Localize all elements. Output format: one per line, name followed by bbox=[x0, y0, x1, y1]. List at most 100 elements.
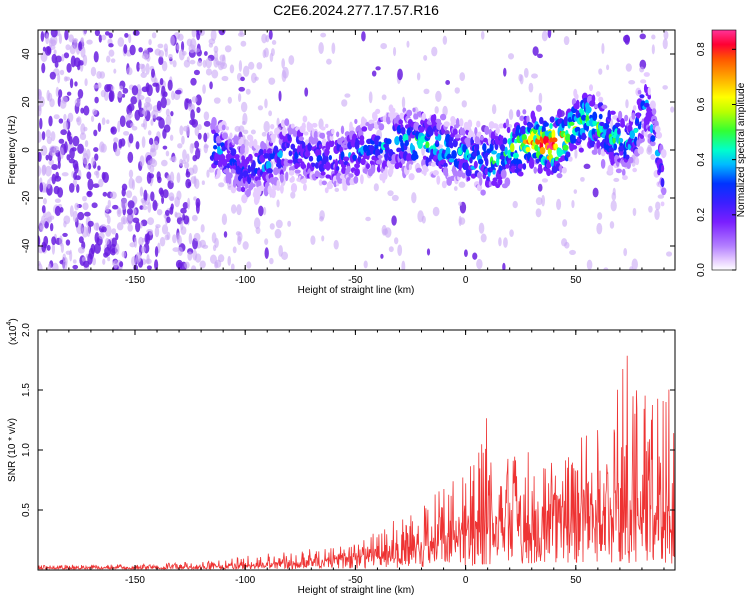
heatmap-cell bbox=[117, 91, 123, 98]
heatmap-cell bbox=[126, 208, 133, 216]
heatmap-cell bbox=[413, 121, 420, 131]
heatmap-cell bbox=[97, 165, 101, 171]
heatmap-cell bbox=[448, 158, 455, 163]
heatmap-cell bbox=[262, 206, 267, 216]
heatmap-cell bbox=[388, 246, 394, 253]
heatmap-cell bbox=[428, 128, 434, 136]
heatmap-cell bbox=[591, 94, 596, 104]
heatmap-cell bbox=[646, 146, 653, 155]
heatmap-cell bbox=[128, 133, 134, 144]
heatmap-cell bbox=[311, 122, 318, 128]
heatmap-cell bbox=[290, 143, 296, 150]
heatmap-cell bbox=[221, 213, 228, 226]
heatmap-cell bbox=[329, 134, 334, 142]
heatmap-cell bbox=[551, 129, 556, 140]
heatmap-cell bbox=[506, 126, 511, 134]
heatmap-cell bbox=[151, 109, 158, 119]
heatmap-cell bbox=[619, 137, 624, 143]
heatmap-cell bbox=[265, 161, 272, 170]
snr-exponent-sup: 4 bbox=[6, 322, 13, 326]
heatmap-cell bbox=[625, 154, 630, 160]
heatmap-cell bbox=[62, 260, 68, 270]
heatmap-cell bbox=[263, 120, 270, 133]
heatmap-cell bbox=[62, 232, 68, 237]
heatmap-cell bbox=[146, 265, 152, 270]
heatmap-cell bbox=[661, 188, 667, 196]
colorbar-ticks: 0.0 0.2 0.4 0.6 0.8 bbox=[696, 42, 736, 277]
heatmap-cell bbox=[443, 162, 448, 168]
heatmap-cell bbox=[479, 135, 485, 141]
heatmap-cell bbox=[624, 114, 629, 122]
heatmap-cell bbox=[133, 236, 138, 248]
heatmap-cell bbox=[138, 63, 145, 70]
heatmap-cell bbox=[154, 226, 160, 238]
heatmap-cell bbox=[53, 114, 60, 120]
heatmap-cell bbox=[480, 233, 487, 243]
heatmap-cell bbox=[269, 223, 275, 230]
heatmap-cell bbox=[607, 109, 612, 120]
heatmap-cell bbox=[106, 55, 111, 63]
heatmap-cell bbox=[161, 60, 168, 72]
heatmap-cell bbox=[279, 183, 284, 194]
heatmap-cell bbox=[203, 120, 211, 127]
heatmap-cell bbox=[341, 167, 347, 174]
heatmap-cell bbox=[82, 195, 87, 202]
heatmap-cell bbox=[343, 178, 347, 185]
heatmap-cell bbox=[97, 122, 102, 132]
heatmap-cell bbox=[165, 114, 172, 127]
heatmap-cell bbox=[458, 201, 463, 206]
heatmap-cell bbox=[194, 126, 200, 137]
heatmap-cell bbox=[622, 175, 628, 181]
heatmap-cell bbox=[408, 173, 415, 181]
heatmap-cell bbox=[48, 37, 53, 48]
heatmap-cell bbox=[82, 202, 89, 211]
heatmap-cell bbox=[314, 162, 320, 169]
heatmap-cell bbox=[205, 57, 212, 69]
heatmap-cell bbox=[461, 100, 467, 108]
heatmap-cell bbox=[453, 186, 458, 191]
heatmap-cell bbox=[596, 222, 603, 235]
heatmap-cell bbox=[111, 237, 117, 248]
heatmap-cell bbox=[467, 130, 475, 139]
heatmap-cell bbox=[148, 137, 154, 145]
heatmap-cell bbox=[583, 163, 591, 169]
heatmap-cell bbox=[58, 33, 62, 44]
heatmap-cell bbox=[442, 105, 448, 117]
heatmap-cell bbox=[522, 163, 527, 170]
heatmap-cell bbox=[80, 37, 84, 43]
heatmap-cell bbox=[65, 76, 71, 81]
heatmap-cell bbox=[103, 89, 109, 101]
heatmap-cell bbox=[285, 171, 289, 182]
heatmap-cell bbox=[600, 158, 606, 169]
heatmap-cell bbox=[179, 158, 184, 167]
heatmap-cell bbox=[171, 155, 177, 163]
heatmap-cell bbox=[406, 109, 413, 117]
heatmap-cell bbox=[185, 171, 191, 178]
heatmap-cell bbox=[169, 196, 175, 202]
heatmap-cell bbox=[628, 80, 636, 85]
heatmap-cell bbox=[449, 142, 454, 149]
heatmap-cell bbox=[148, 38, 152, 46]
heatmap-cell bbox=[125, 215, 133, 225]
heatmap-cell bbox=[484, 125, 490, 135]
heatmap-cell bbox=[106, 215, 111, 225]
heatmap-cell bbox=[220, 62, 228, 70]
heatmap-cell bbox=[287, 159, 294, 164]
heatmap-cell bbox=[516, 109, 521, 118]
heatmap-cell bbox=[499, 135, 504, 141]
heatmap-cell bbox=[120, 215, 128, 225]
heatmap-cell bbox=[284, 118, 290, 126]
heatmap-cell bbox=[416, 72, 421, 81]
heatmap-cell bbox=[63, 220, 67, 228]
heatmap-cell bbox=[660, 164, 665, 173]
heatmap-cell bbox=[226, 163, 231, 169]
heatmap-cell bbox=[440, 113, 447, 121]
heatmap-cell bbox=[541, 30, 548, 42]
heatmap-cell bbox=[192, 249, 198, 261]
heatmap-cell bbox=[158, 117, 165, 129]
heatmap-cell bbox=[574, 149, 578, 159]
heatmap-cell bbox=[77, 143, 84, 154]
heatmap-cell bbox=[78, 236, 84, 244]
heatmap-cell bbox=[378, 158, 382, 165]
heatmap-cell bbox=[184, 162, 190, 169]
